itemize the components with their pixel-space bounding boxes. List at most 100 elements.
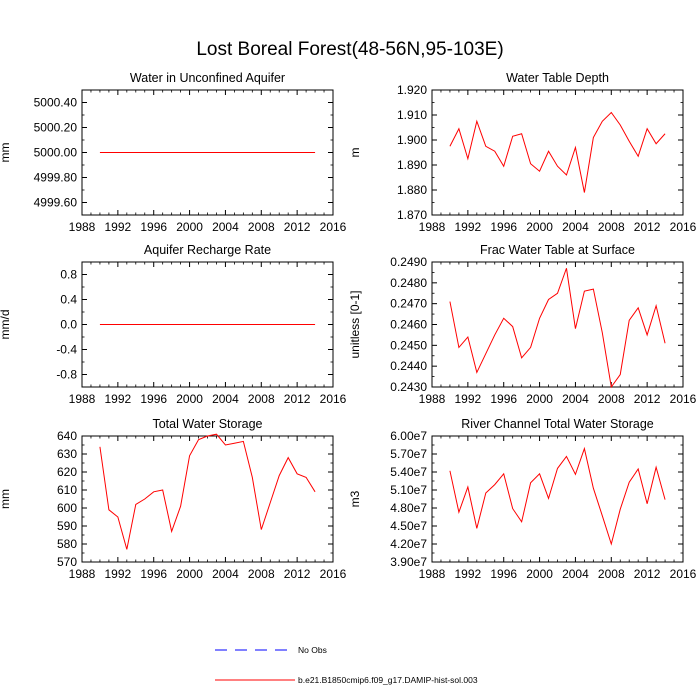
series-line-frac-water-table-at-surface	[449, 268, 666, 389]
x-tick-label: 2016	[670, 567, 697, 581]
panel-title-water-in-unconfined-aquifer: Water in Unconfined Aquifer	[130, 71, 285, 85]
y-tick-label: 0.8	[60, 268, 77, 282]
x-tick-label: 2012	[284, 220, 311, 234]
y-tick-label: 620	[57, 465, 77, 479]
panel-title-river-channel-total-water-storage: River Channel Total Water Storage	[461, 417, 654, 431]
x-tick-label: 2004	[212, 567, 239, 581]
y-tick-label: 4999.80	[34, 171, 78, 185]
panel-title-water-table-depth: Water Table Depth	[506, 71, 609, 85]
panel-title-total-water-storage: Total Water Storage	[152, 417, 262, 431]
panel-aquifer-recharge-rate: Aquifer Recharge Rate 1988 1992 1996 2000 200…	[0, 243, 347, 406]
y-tick-label: 1.870	[397, 208, 427, 222]
plot-frame-total-water-storage	[81, 435, 334, 563]
y-axis-label-total-water-storage: mm	[0, 489, 12, 509]
x-tick-label: 2000	[176, 567, 203, 581]
panel-title-frac-water-table-at-surface: Frac Water Table at Surface	[480, 243, 635, 257]
y-tick-label: 600	[57, 501, 77, 515]
x-tick-label: 1992	[105, 567, 132, 581]
y-tick-label: 1.900	[397, 133, 427, 147]
y-tick-label: -0.4	[56, 343, 77, 357]
x-tick-label: 2008	[598, 220, 625, 234]
y-tick-label: 1.890	[397, 158, 427, 172]
panel-water-table-depth: Water Table Depth 1988 1992 1996 2000 2004 200…	[348, 71, 697, 234]
panels: Water in Unconfined Aquifer 1988 1992 1996 2…	[0, 71, 697, 581]
x-tick-label: 1992	[105, 220, 132, 234]
series-line-total-water-storage	[99, 433, 316, 550]
x-tick-label: 2008	[248, 220, 275, 234]
legend: No Obs b.e21.B1850cmip6.f09_g17.DAMIP-hi…	[215, 645, 478, 685]
plot-frame-river-channel-total-water-storage	[431, 435, 684, 563]
y-tick-label: 4.80e7	[390, 501, 427, 515]
y-tick-label: 4.50e7	[390, 519, 427, 533]
x-tick-label: 1992	[105, 392, 132, 406]
x-tick-label: 2016	[670, 220, 697, 234]
x-tick-label: 1988	[69, 220, 96, 234]
y-tick-label: 0.0	[60, 318, 77, 332]
y-tick-label: 0.2470	[390, 297, 427, 311]
x-tick-label: 2008	[598, 392, 625, 406]
x-tick-label: 1988	[419, 220, 446, 234]
x-tick-label: 2000	[176, 220, 203, 234]
x-tick-label: 1996	[490, 567, 517, 581]
x-tick-label: 2008	[248, 392, 275, 406]
legend-label-model-run: b.e21.B1850cmip6.f09_g17.DAMIP-hist-sol.…	[298, 675, 478, 685]
x-tick-label: 1996	[140, 392, 167, 406]
figure-title: Lost Boreal Forest(48-56N,95-103E)	[196, 39, 503, 60]
x-tick-label: 1988	[419, 392, 446, 406]
y-tick-label: 5.40e7	[390, 465, 427, 479]
y-axis-label-aquifer-recharge-rate: mm/d	[0, 310, 12, 340]
series-line-river-channel-total-water-storage	[449, 446, 666, 546]
x-tick-label: 1992	[455, 220, 482, 234]
y-tick-label: 1.920	[397, 83, 427, 97]
x-tick-label: 2004	[562, 567, 589, 581]
x-tick-label: 2004	[212, 220, 239, 234]
x-tick-label: 2016	[320, 567, 347, 581]
y-tick-label: 610	[57, 483, 77, 497]
x-tick-label: 1996	[140, 220, 167, 234]
x-tick-label: 2008	[248, 567, 275, 581]
y-tick-label: 5000.40	[34, 96, 78, 110]
y-tick-label: 0.2480	[390, 276, 427, 290]
y-tick-label: 0.2490	[390, 255, 427, 269]
x-tick-label: 2016	[320, 392, 347, 406]
y-tick-label: 630	[57, 447, 77, 461]
x-tick-label: 1996	[140, 567, 167, 581]
y-tick-label: 1.880	[397, 183, 427, 197]
y-tick-label: 0.2430	[390, 380, 427, 394]
x-tick-label: 2000	[526, 392, 553, 406]
x-tick-label: 2000	[526, 220, 553, 234]
y-tick-label: 6.00e7	[390, 429, 427, 443]
y-tick-label: 5.10e7	[390, 483, 427, 497]
y-tick-label: 590	[57, 519, 77, 533]
y-tick-label: 5000.00	[34, 146, 78, 160]
panel-title-aquifer-recharge-rate: Aquifer Recharge Rate	[144, 243, 271, 257]
y-tick-label: 0.2440	[390, 359, 427, 373]
x-tick-label: 1988	[69, 567, 96, 581]
x-tick-label: 2004	[212, 392, 239, 406]
panel-total-water-storage: Total Water Storage 1988 1992 1996 2000 2004 2…	[0, 417, 347, 581]
panel-river-channel-total-water-storage: River Channel Total Water Storage 1988 199…	[348, 417, 697, 581]
panel-frac-water-table-at-surface: Frac Water Table at Surface 1988 1992 1996 2…	[348, 243, 697, 406]
y-tick-label: -0.8	[56, 368, 77, 382]
x-tick-label: 1988	[419, 567, 446, 581]
x-tick-label: 1988	[69, 392, 96, 406]
y-tick-label: 5000.20	[34, 121, 78, 135]
y-axis-label-frac-water-table-at-surface: unitless [0-1]	[348, 290, 362, 358]
x-tick-label: 2004	[562, 220, 589, 234]
series-line-water-table-depth	[449, 111, 666, 193]
x-tick-label: 2012	[634, 567, 661, 581]
plot-frame-frac-water-table-at-surface	[431, 261, 684, 388]
y-tick-label: 4999.60	[34, 196, 78, 210]
x-tick-label: 2012	[284, 392, 311, 406]
y-tick-label: 0.2460	[390, 318, 427, 332]
panel-water-in-unconfined-aquifer: Water in Unconfined Aquifer 1988 1992 1996 2…	[0, 71, 347, 234]
y-axis-label-water-table-depth: m	[348, 148, 362, 158]
x-tick-label: 1992	[455, 392, 482, 406]
x-tick-label: 1996	[490, 220, 517, 234]
x-tick-label: 1996	[490, 392, 517, 406]
x-tick-label: 2012	[284, 567, 311, 581]
legend-label-no-obs: No Obs	[298, 645, 327, 655]
x-tick-label: 2012	[634, 220, 661, 234]
y-tick-label: 0.4	[60, 293, 77, 307]
